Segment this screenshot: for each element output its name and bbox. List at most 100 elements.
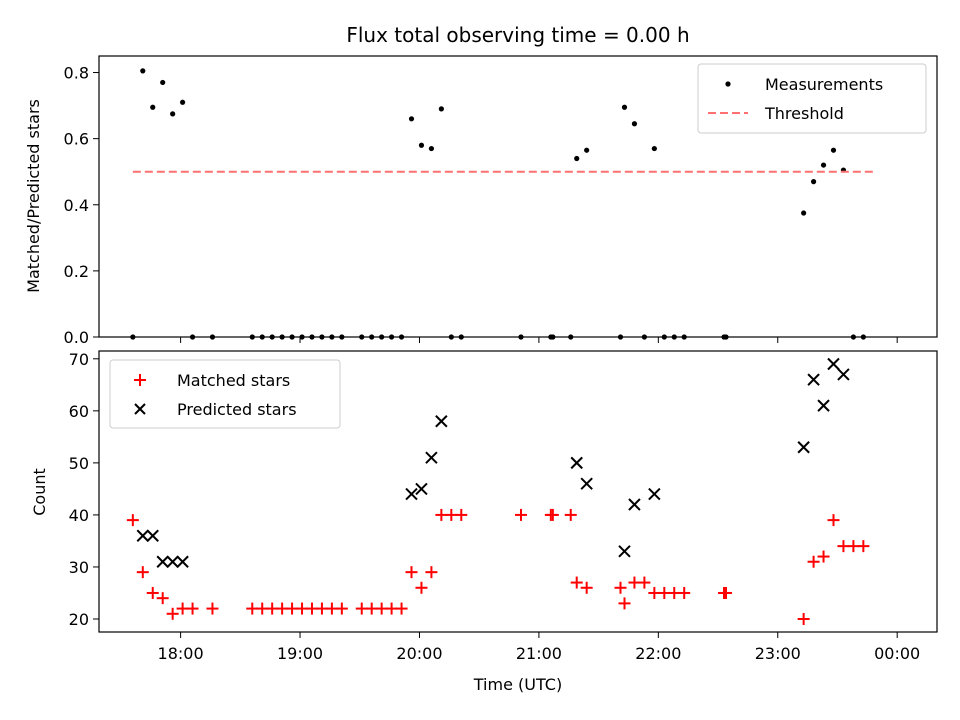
measurement-point	[651, 145, 657, 152]
measurement-point	[319, 334, 325, 340]
x-tick-label: 20:00	[396, 644, 442, 663]
y-tick-label: 0.2	[64, 262, 89, 281]
measurement-point	[389, 334, 395, 340]
measurement-point	[369, 334, 375, 340]
predicted-star-point	[628, 498, 641, 511]
matched-star-point	[546, 508, 559, 521]
measurement-point	[671, 334, 677, 340]
measurement-point	[160, 79, 166, 86]
y-tick-label: 20	[69, 610, 89, 629]
matched-star-point	[514, 508, 527, 521]
matched-star-point	[807, 555, 820, 568]
matched-star-point	[405, 566, 418, 579]
bottom-panel: 20 30 40 50 60 70 18:00 19:00 20:00 21:00 22:00 23…	[30, 350, 938, 694]
top-series	[130, 68, 874, 340]
measurement-point	[860, 334, 866, 340]
matched-star-point	[827, 514, 840, 527]
measurement-point	[661, 334, 667, 340]
measurement-point	[621, 104, 628, 110]
predicted-star-point	[797, 441, 810, 454]
measurement-point	[339, 334, 345, 340]
matched-star-point	[156, 592, 169, 605]
matched-star-point	[570, 576, 583, 589]
legend-predicted-label: Predicted stars	[177, 400, 297, 419]
measurement-point	[259, 334, 265, 340]
measurement-point	[723, 334, 729, 340]
bottom-panel-frame	[98, 350, 938, 633]
predicted-star-point	[176, 555, 189, 568]
measurement-point	[584, 147, 590, 153]
y-tick-label: 40	[69, 506, 89, 525]
measurement-point	[249, 334, 255, 340]
measurement-point	[150, 104, 156, 110]
measurement-point	[568, 334, 574, 340]
measurement-point	[189, 334, 196, 340]
measurement-point	[418, 142, 425, 148]
measurement-point	[398, 334, 405, 340]
measurement-point	[631, 121, 638, 127]
predicted-star-point	[817, 399, 830, 412]
matched-star-point	[580, 581, 593, 594]
matched-star-point	[797, 612, 810, 625]
measurement-point	[830, 147, 837, 153]
x-tick-label: 00:00	[874, 644, 920, 663]
measurement-point	[299, 334, 305, 340]
bottom-y-axis: 20 30 40 50 60 70	[69, 350, 99, 629]
x-tick-label: 23:00	[755, 644, 801, 663]
measurement-point	[170, 111, 176, 117]
x-tick-label: 18:00	[158, 644, 204, 663]
predicted-star-point	[570, 456, 583, 470]
matched-star-point	[564, 508, 577, 521]
measurement-point	[641, 334, 647, 340]
x-axis-label: Time (UTC)	[473, 675, 562, 694]
legend-measurements-label: Measurements	[765, 75, 883, 94]
matched-star-point	[146, 586, 159, 599]
predicted-star-point	[580, 477, 593, 490]
y-tick-label: 0.8	[64, 64, 89, 83]
measurement-point	[289, 334, 295, 340]
measurement-point	[617, 334, 624, 340]
measurement-point	[269, 334, 275, 340]
chart-title: Flux total observing time = 0.00 h	[346, 23, 689, 47]
top-panel: 0.00.20.40.60.8 Matched/Predicted stars …	[24, 55, 938, 347]
measurement-point	[359, 334, 365, 340]
y-tick-label: 30	[69, 558, 89, 577]
measurement-point	[130, 334, 136, 340]
measurement-point	[681, 334, 687, 340]
y-tick-label: 0.4	[64, 196, 89, 215]
matched-star-point	[136, 566, 149, 579]
legend-threshold-label: Threshold	[764, 104, 844, 123]
measurement-point	[438, 106, 444, 112]
top-y-axis: 0.0 0.2 0.4 0.6 0.8	[64, 64, 99, 347]
bottom-x-axis: 18:00 19:00 20:00 21:00 22:00 23:00 00:00	[158, 632, 920, 663]
measurement-point	[180, 99, 186, 105]
matched-star-point	[415, 581, 428, 594]
predicted-star-point	[435, 415, 448, 428]
legend-matched-marker	[134, 374, 146, 386]
top-legend: Measurements Threshold	[697, 63, 927, 134]
bottom-legend-box	[109, 359, 341, 429]
predicted-star-point	[827, 357, 840, 371]
predicted-star-point	[425, 451, 438, 464]
top-x-axis	[180, 337, 898, 343]
predicted-star-point	[146, 529, 159, 542]
matched-star-point	[638, 576, 651, 589]
predicted-star-point	[166, 555, 179, 568]
measurement-point	[801, 210, 807, 216]
y-tick-label: 50	[69, 454, 89, 473]
measurement-point	[428, 145, 435, 152]
predicted-star-point	[156, 555, 169, 568]
bottom-y-axis-label: Count	[30, 468, 49, 516]
matched-star-point	[166, 607, 179, 620]
y-tick-label: 0.6	[64, 130, 89, 149]
legend-matched-label: Matched stars	[177, 371, 290, 390]
matched-star-point	[126, 514, 139, 527]
predicted-star-point	[405, 487, 418, 501]
legend-measurements-marker	[725, 81, 731, 87]
predicted-star-point	[837, 368, 850, 381]
matched-star-point	[206, 602, 219, 615]
top-panel-frame	[98, 55, 938, 338]
matched-star-point	[618, 597, 631, 610]
x-tick-label: 21:00	[516, 644, 562, 663]
